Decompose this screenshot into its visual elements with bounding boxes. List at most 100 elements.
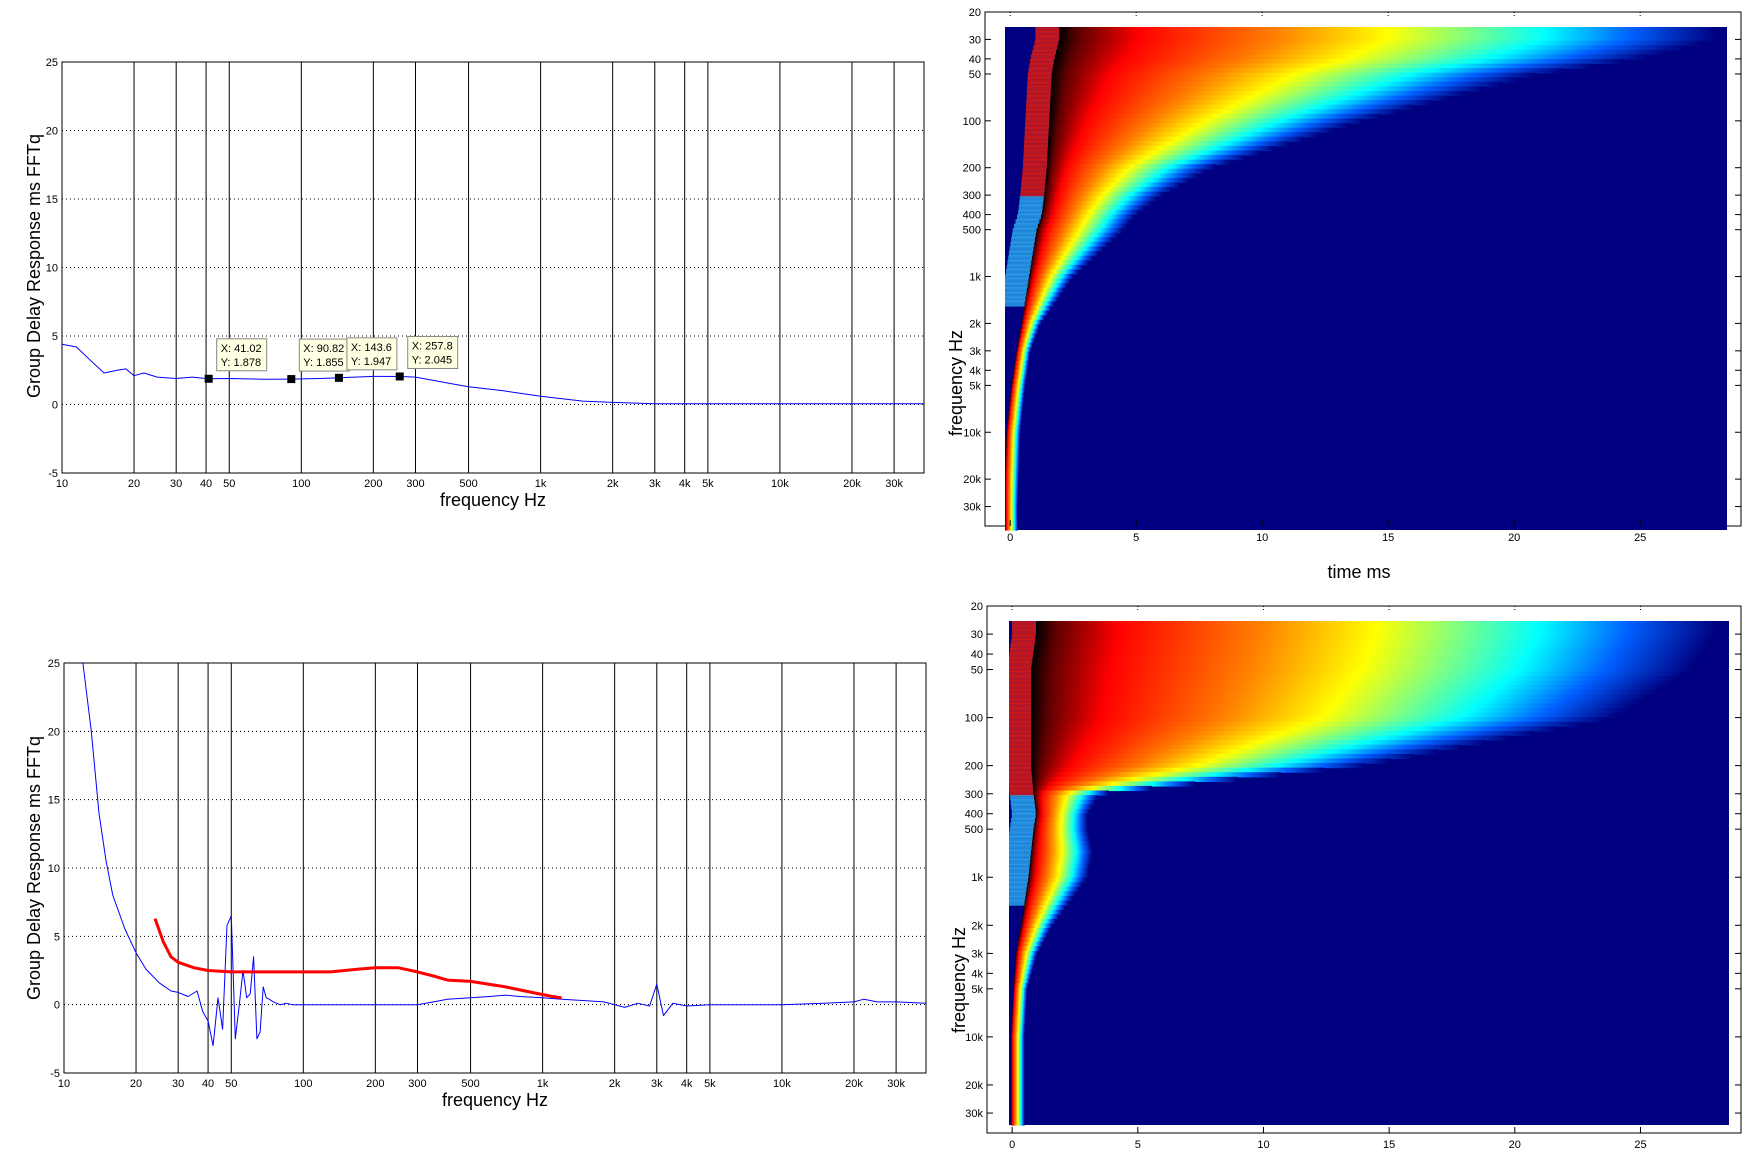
heatmap-row: [1025, 895, 1073, 902]
x-tick-label: 50: [225, 1078, 237, 1090]
heatmap-glow: [1026, 100, 1051, 106]
y-tick-label: 5k: [971, 984, 983, 996]
heatmap-row: [1015, 950, 1038, 957]
heatmap-glow: [1009, 717, 1031, 723]
heatmap-row: [1008, 406, 1023, 412]
x-tick-label: 4k: [681, 1078, 693, 1090]
heatmap-row: [1013, 987, 1028, 993]
heatmap-row: [1046, 173, 1198, 179]
heatmap-glow: [1009, 854, 1031, 860]
heatmap-row: [1051, 81, 1501, 88]
heatmap-row: [1035, 237, 1113, 243]
heatmap-row: [1032, 776, 1238, 782]
heatmap-row: [1034, 241, 1108, 248]
heatmap-glow: [1009, 886, 1027, 892]
heatmap-row: [1010, 1065, 1025, 1071]
x-axis-label: frequency Hz: [440, 490, 546, 510]
x-tick-label: 100: [292, 478, 310, 490]
x-tick-label: 30k: [887, 1078, 905, 1090]
heatmap-row: [1027, 283, 1068, 289]
heatmap-row: [1031, 680, 1670, 686]
y-tick-label: 20k: [965, 1080, 983, 1092]
heatmap-row: [1050, 100, 1433, 106]
heatmap-glow: [1022, 168, 1047, 174]
heatmap-row: [1029, 273, 1074, 280]
y-tick-label: 25: [48, 658, 60, 670]
heatmap-glow: [1009, 676, 1031, 682]
heatmap-row: [1015, 955, 1036, 961]
heatmap-row: [1005, 447, 1020, 453]
x-tick-label: 10: [58, 1078, 70, 1090]
heatmap-row: [1029, 269, 1079, 275]
x-tick-label: 10: [1256, 532, 1268, 544]
x-tick-label: 5: [1133, 532, 1139, 544]
heatmap-row: [1010, 1083, 1025, 1089]
heatmap-row: [1023, 310, 1048, 316]
heatmap-glow: [1023, 155, 1048, 161]
heatmap-glow: [1035, 31, 1060, 37]
heatmap-row: [1005, 470, 1019, 476]
heatmap-glow: [1009, 776, 1033, 782]
spectrogram-top: 203040501002003004005001k2k3k4k5k10k20k3…: [946, 7, 1742, 582]
datatip[interactable]: X: 257.8 Y: 2.045: [395, 335, 459, 381]
heatmap-row: [1021, 319, 1042, 325]
heatmap-row: [1012, 1001, 1027, 1007]
datatip[interactable]: X: 143.6 Y: 1.947: [334, 337, 398, 382]
heatmap-row: [1021, 324, 1040, 330]
heatmap-glow: [1009, 712, 1031, 718]
y-tick-label: 15: [48, 795, 60, 807]
x-tick-label: 5k: [704, 1078, 716, 1090]
datatip[interactable]: X: 41.02 Y: 1.878: [204, 338, 268, 383]
heatmap-row: [1010, 388, 1025, 394]
heatmap-glow: [1008, 251, 1033, 257]
heatmap-glow: [1009, 703, 1031, 709]
heatmap-row: [1013, 983, 1029, 989]
heatmap-row: [1031, 758, 1390, 764]
heatmap-row: [1014, 978, 1030, 984]
x-axis-label: frequency Hz: [442, 1090, 548, 1110]
heatmap-row: [1031, 735, 1510, 741]
heatmap-glow: [1009, 882, 1028, 888]
y-axis-label: Group Delay Response ms FFTq: [24, 736, 44, 1000]
heatmap-row: [1008, 415, 1022, 421]
heatmap-row: [1022, 315, 1045, 321]
heatmap-row: [1049, 123, 1349, 129]
heatmap-glow: [1009, 859, 1031, 865]
heatmap-row: [1014, 360, 1029, 366]
heatmap-row: [1059, 31, 1716, 37]
heatmap-row: [1009, 397, 1024, 403]
series-lines: [82, 662, 927, 1047]
heatmap-row: [1026, 287, 1064, 293]
heatmap-row: [1031, 740, 1486, 746]
x-tick-label: 20: [1508, 532, 1520, 544]
heatmap-glow: [1027, 86, 1051, 92]
x-tick-label: 20: [128, 478, 140, 490]
heatmap-row: [1010, 1051, 1025, 1057]
heatmap-row: [1031, 731, 1534, 737]
heatmap-glow: [1009, 772, 1032, 778]
datatip[interactable]: X: 90.82 Y: 1.855: [287, 338, 350, 384]
heatmap-row: [1005, 502, 1018, 508]
heatmap-glow: [1009, 671, 1031, 677]
heatmap-glow: [1027, 77, 1052, 83]
heatmap-row: [1036, 621, 1716, 627]
heatmap-row: [1008, 411, 1023, 417]
heatmap-glow: [1005, 287, 1027, 293]
heatmap-row: [1022, 914, 1059, 920]
heatmap-row: [1010, 1106, 1025, 1112]
heatmap-glow: [1009, 680, 1031, 686]
heatmap-row: [1035, 232, 1118, 238]
x-tick-label: 500: [459, 478, 477, 490]
heatmap-glow: [1009, 863, 1030, 869]
datatip-y-text: Y: 2.045: [412, 354, 452, 366]
heatmap-row: [1024, 301, 1055, 307]
heatmap-row: [1013, 370, 1028, 376]
heatmap-glow: [1009, 721, 1031, 727]
x-tick-label: 500: [461, 1078, 479, 1090]
heatmap-row: [1023, 909, 1063, 915]
datatip-box: [407, 335, 459, 369]
heatmap-row: [1012, 379, 1026, 385]
heatmap-glow: [1009, 698, 1031, 705]
x-tick-labels: 10 20 30 40 50 100 200 300 500 1k 2k 3k 4k 5k 10k 20k 30…: [56, 478, 904, 490]
heatmap-glow: [1024, 132, 1049, 138]
